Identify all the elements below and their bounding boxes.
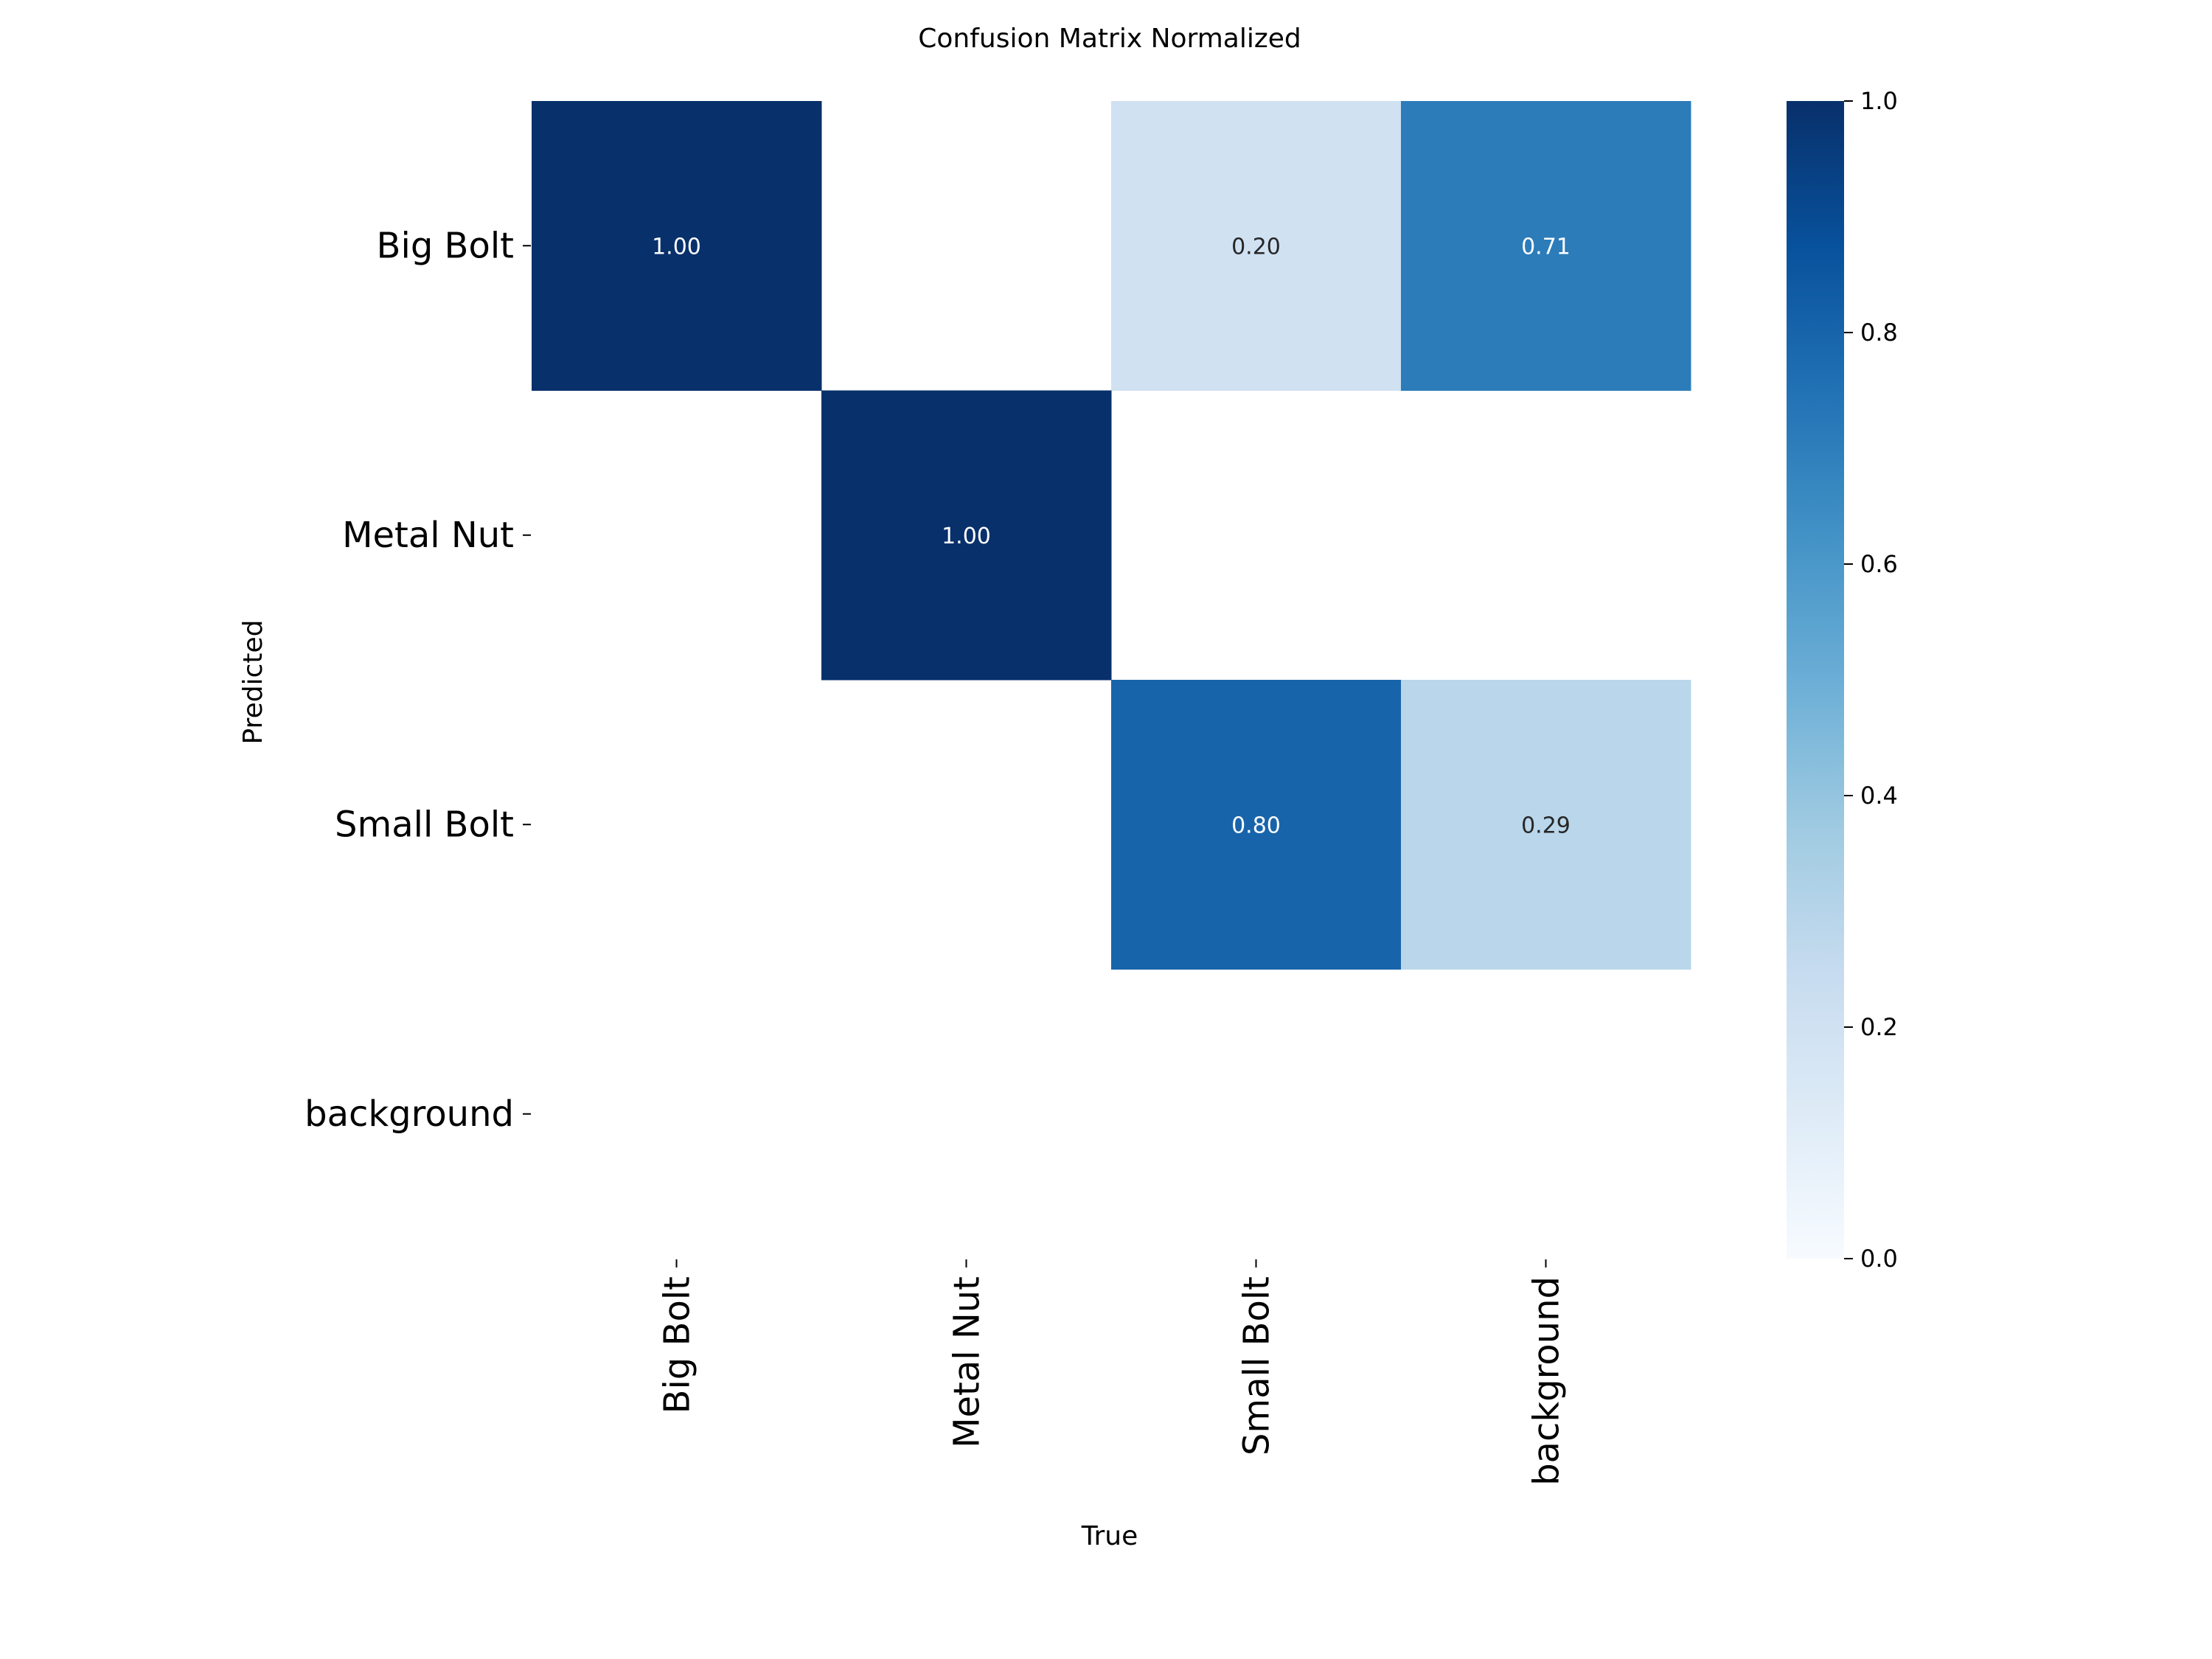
y-tick-label: Metal Nut <box>342 515 514 556</box>
chart-title: Confusion Matrix Normalized <box>918 24 1301 54</box>
x-axis-label: True <box>1081 1521 1138 1551</box>
y-tick-label: Big Bolt <box>377 225 514 266</box>
heatmap-cell <box>1401 680 1691 970</box>
heatmap-cell <box>1401 101 1691 391</box>
x-tick-label: Small Bolt <box>1237 1276 1278 1455</box>
colorbar-tick-label: 1.0 <box>1860 87 1898 115</box>
y-axis-ticks: Big Bolt Metal Nut Small Bolt background <box>305 225 531 1135</box>
cell-value-label: 0.71 <box>1521 234 1571 260</box>
colorbar-ticks: 0.0 0.2 0.4 0.6 0.8 1.0 <box>1844 87 1898 1273</box>
y-tick-label: Small Bolt <box>335 804 514 845</box>
colorbar-tick-label: 0.6 <box>1860 550 1898 578</box>
colorbar-tick-label: 0.2 <box>1860 1013 1898 1041</box>
cell-value-label: 0.20 <box>1231 234 1281 260</box>
heatmap-cells <box>532 101 1691 970</box>
heatmap-cell <box>1111 101 1402 391</box>
x-axis-ticks: Big Bolt Metal Nut Small Bolt background <box>657 1259 1568 1486</box>
cell-value-label: 0.80 <box>1231 813 1281 838</box>
cell-value-label: 1.00 <box>652 234 701 260</box>
heatmap-cell <box>532 101 822 391</box>
heatmap-cell <box>821 390 1112 681</box>
heatmap-cell-labels: 1.00 0.20 0.71 1.00 0.80 0.29 <box>652 234 1571 838</box>
colorbar-tick-label: 0.8 <box>1860 319 1898 347</box>
colorbar-tick-label: 0.4 <box>1860 782 1898 810</box>
colorbar <box>1787 101 1844 1259</box>
x-tick-label: Big Bolt <box>657 1276 698 1413</box>
y-tick-label: background <box>305 1093 514 1135</box>
cell-value-label: 0.29 <box>1521 813 1571 838</box>
heatmap-cell <box>1111 680 1402 970</box>
cell-value-label: 1.00 <box>942 524 991 549</box>
x-tick-label: background <box>1526 1276 1568 1486</box>
colorbar-tick-label: 0.0 <box>1860 1245 1898 1273</box>
y-axis-label: Predicted <box>238 620 268 745</box>
x-tick-label: Metal Nut <box>947 1276 988 1448</box>
